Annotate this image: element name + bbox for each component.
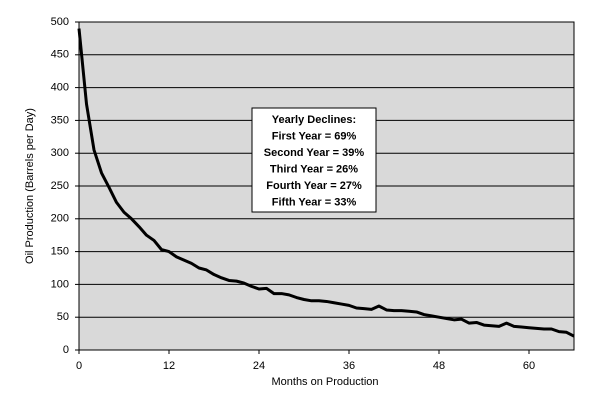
data-line	[77, 28, 575, 338]
x-tick-label: 24	[253, 360, 265, 372]
y-tick-label: 100	[51, 278, 69, 290]
y-tick-label: 200	[51, 213, 69, 225]
x-tick-label: 48	[433, 360, 445, 372]
y-tick-label: 350	[51, 114, 69, 126]
y-tick-label: 300	[51, 147, 69, 159]
x-tick-label: 12	[163, 360, 175, 372]
annotation-text: First Year = 69%	[272, 130, 357, 142]
annotation-text: Second Year = 39%	[264, 147, 365, 159]
annotation-text: Third Year = 26%	[270, 163, 358, 175]
annotation-text: Fifth Year = 33%	[272, 196, 357, 208]
y-tick-label: 250	[51, 180, 69, 192]
x-tick-label: 60	[523, 360, 535, 372]
y-axis-label: Oil Production (Barrels per Day)	[24, 108, 36, 264]
y-tick-label: 150	[51, 246, 69, 258]
y-tick-label: 450	[51, 49, 69, 61]
x-tick-label: 36	[343, 360, 355, 372]
y-tick-label: 50	[57, 311, 69, 323]
y-tick-label: 400	[51, 82, 69, 94]
x-tick-label: 0	[76, 360, 82, 372]
annotation-text: Fourth Year = 27%	[266, 180, 362, 192]
y-tick-label: 500	[51, 16, 69, 28]
y-tick-label: 0	[63, 344, 69, 356]
annotation-text: Yearly Declines:	[272, 114, 356, 126]
x-axis-label: Months on Production	[271, 376, 378, 388]
annotation-box	[251, 107, 377, 213]
